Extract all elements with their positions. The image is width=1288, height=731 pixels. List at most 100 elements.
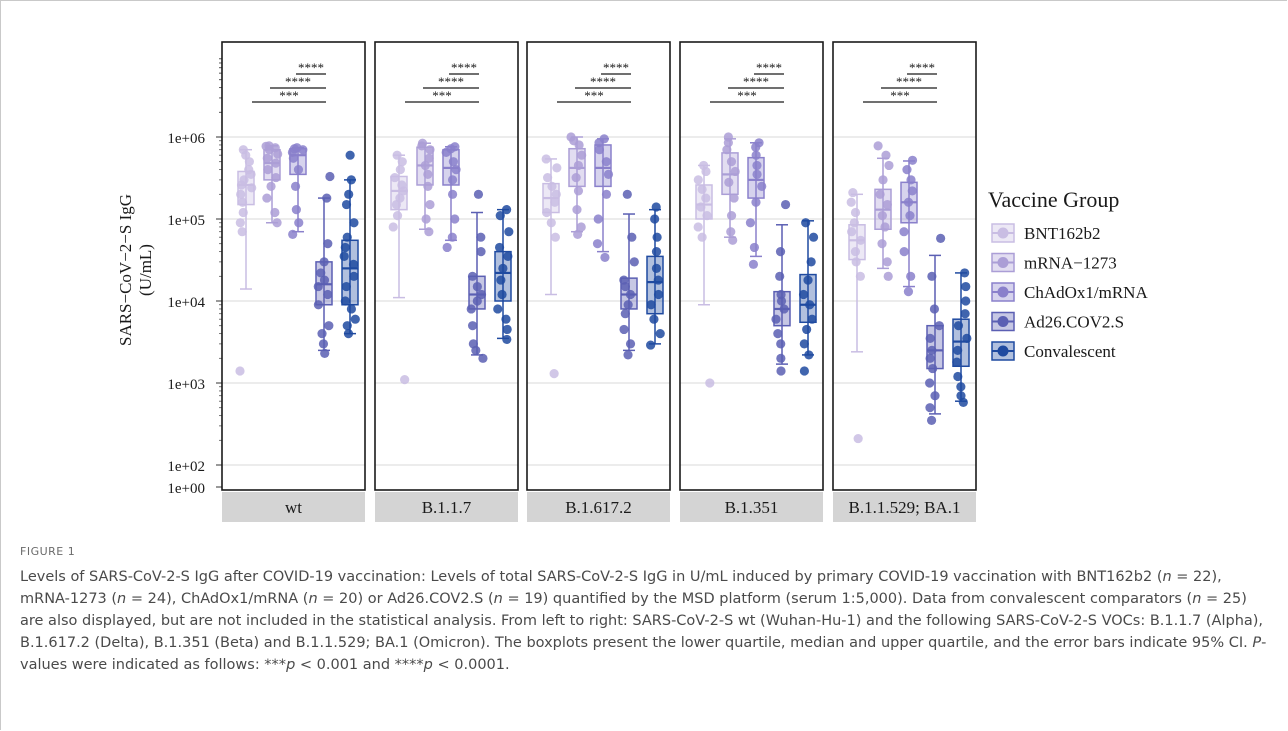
data-point — [625, 289, 636, 300]
legend-key-dot — [997, 227, 1009, 239]
data-point — [473, 189, 484, 199]
data-point — [903, 197, 914, 207]
significance-label: *** — [584, 88, 604, 103]
box — [799, 273, 817, 324]
data-point — [880, 222, 890, 232]
data-point — [751, 150, 761, 160]
facet-panel: ***********B.1.1.7 — [374, 41, 519, 522]
data-point — [779, 304, 789, 314]
data-point — [902, 165, 912, 175]
data-point — [925, 378, 935, 388]
data-point — [346, 304, 357, 314]
data-point — [244, 165, 254, 175]
data-point — [883, 271, 893, 281]
data-point — [421, 214, 431, 224]
data-point — [802, 324, 812, 335]
data-point — [953, 321, 964, 331]
significance-label: *** — [432, 88, 452, 103]
data-point — [775, 271, 785, 281]
data-point — [319, 257, 329, 267]
panel-border — [374, 41, 519, 491]
data-point — [651, 263, 662, 273]
data-point — [749, 242, 760, 253]
data-point — [599, 134, 609, 144]
data-point — [884, 160, 894, 171]
significance-label: *** — [890, 88, 910, 103]
data-point — [313, 281, 323, 292]
data-point — [501, 205, 512, 215]
data-point — [724, 177, 734, 187]
data-point — [850, 207, 861, 218]
data-point — [390, 172, 400, 183]
data-point — [571, 172, 581, 183]
data-point — [346, 175, 356, 185]
data-point — [962, 333, 972, 343]
data-point — [601, 157, 611, 167]
data-point — [294, 218, 304, 228]
data-point — [801, 218, 811, 228]
data-point — [601, 189, 612, 199]
data-point — [856, 235, 866, 245]
data-point — [960, 268, 970, 278]
legend-title: Vaccine Group — [988, 187, 1119, 212]
data-point — [293, 165, 304, 175]
data-point — [324, 321, 334, 331]
data-point — [723, 132, 733, 142]
data-point — [342, 321, 352, 331]
data-point — [238, 145, 248, 155]
data-point — [320, 348, 330, 358]
facet-panel: ***********B.1.1.529; BA.1 — [832, 41, 977, 522]
data-point — [925, 333, 935, 343]
data-point — [799, 339, 809, 349]
data-point — [392, 211, 403, 221]
data-point — [498, 263, 508, 273]
data-point — [237, 197, 248, 207]
panel-border — [832, 41, 977, 491]
data-point — [450, 214, 460, 224]
data-point — [496, 275, 506, 285]
panel-border — [221, 41, 366, 491]
significance-label: **** — [896, 74, 922, 89]
data-point — [345, 150, 355, 160]
data-point — [780, 199, 791, 210]
facet-strip-label: wt — [285, 498, 302, 517]
data-point — [425, 199, 435, 210]
data-point — [847, 227, 857, 237]
data-point — [350, 314, 360, 324]
data-point — [572, 205, 582, 215]
data-point — [447, 232, 457, 242]
data-point — [542, 207, 552, 218]
data-point — [850, 247, 861, 257]
data-point — [502, 334, 512, 345]
data-point — [877, 211, 887, 221]
data-point — [693, 175, 703, 185]
y-tick-label: 1e+00 — [167, 481, 205, 497]
data-point — [420, 160, 430, 171]
data-point — [805, 300, 815, 310]
data-point — [653, 289, 664, 300]
data-point — [855, 271, 865, 281]
data-point — [468, 339, 478, 349]
data-point — [646, 340, 656, 350]
data-point — [851, 257, 861, 267]
data-point — [247, 183, 257, 193]
data-point — [503, 251, 513, 261]
data-point — [349, 271, 359, 281]
data-point — [543, 172, 553, 183]
data-point — [907, 186, 917, 196]
legend-label: BNT162b2 — [1024, 224, 1101, 243]
data-point — [701, 193, 711, 203]
data-point — [775, 247, 786, 257]
data-point — [927, 271, 937, 281]
data-point — [771, 314, 781, 324]
data-point — [424, 227, 434, 237]
data-point — [340, 242, 350, 253]
data-point — [341, 199, 352, 210]
data-point — [592, 239, 603, 249]
data-point — [806, 257, 816, 267]
data-point — [600, 252, 610, 263]
data-point — [848, 187, 858, 198]
data-point — [773, 329, 783, 339]
data-point — [808, 232, 819, 242]
